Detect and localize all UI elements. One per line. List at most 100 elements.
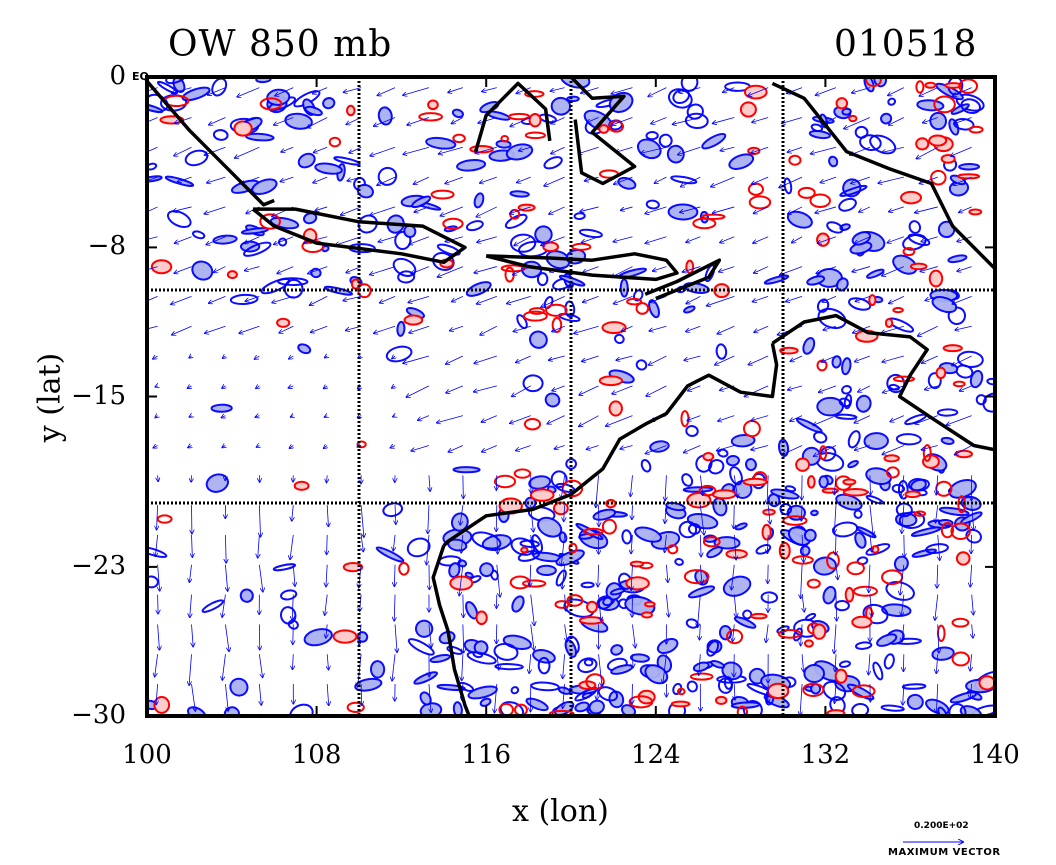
negative-contour — [465, 281, 492, 297]
negative-contour — [910, 526, 942, 537]
wind-vector — [816, 87, 837, 96]
wind-vector — [155, 386, 157, 387]
negative-contour — [828, 155, 839, 168]
wind-vector — [517, 176, 531, 182]
wind-vector — [549, 206, 565, 214]
wind-vector — [870, 534, 872, 552]
wind-vector — [512, 385, 531, 397]
wind-vector — [612, 385, 633, 394]
coastline — [147, 80, 275, 207]
wind-vector — [646, 385, 667, 396]
negative-contour — [543, 156, 563, 170]
positive-contour — [842, 478, 857, 486]
wind-vector — [392, 386, 395, 388]
wind-vector — [171, 296, 192, 304]
negative-contour — [687, 585, 716, 599]
wind-vector — [346, 266, 362, 273]
negative-contour — [280, 606, 297, 625]
wind-vector — [620, 445, 633, 448]
wind-vector — [686, 236, 701, 243]
wind-vector — [686, 296, 701, 303]
positive-contour — [398, 561, 410, 576]
wind-vector — [718, 415, 735, 421]
positive-contour — [935, 480, 953, 497]
wind-vector — [311, 325, 328, 332]
wind-vector — [654, 176, 667, 183]
negative-contour — [629, 653, 650, 663]
wind-vector — [936, 505, 938, 522]
wind-vector — [173, 206, 192, 211]
positive-contour — [952, 380, 966, 388]
negative-contour — [519, 539, 540, 548]
negative-contour — [536, 272, 549, 287]
positive-contour — [743, 419, 761, 438]
wind-vector — [632, 684, 633, 704]
wind-vector — [147, 266, 158, 271]
x-tick-label: 132 — [800, 740, 851, 770]
positive-contour — [551, 317, 563, 333]
wind-vector — [679, 87, 701, 93]
negative-contour — [822, 585, 837, 605]
negative-contour — [147, 102, 164, 114]
wind-vector — [480, 176, 497, 183]
positive-contour — [835, 97, 849, 110]
positive-contour — [345, 104, 356, 117]
negative-contour — [713, 536, 741, 550]
wind-vector — [519, 146, 531, 151]
wind-vector — [925, 385, 938, 390]
wind-vector — [374, 325, 396, 333]
positive-contour — [276, 317, 291, 328]
wind-vector — [869, 713, 871, 716]
positive-contour — [915, 137, 930, 151]
negative-contour — [558, 531, 568, 544]
wind-vector — [552, 385, 565, 391]
negative-contour — [708, 459, 725, 475]
x-axis-label: x (lon) — [512, 794, 609, 829]
wind-vector — [549, 355, 565, 360]
wind-vector — [222, 594, 226, 617]
wind-vector — [666, 594, 668, 617]
wind-vector — [189, 356, 191, 358]
wind-vector — [734, 684, 735, 700]
wind-vector — [869, 564, 870, 592]
wind-vector — [733, 475, 737, 497]
positive-contour — [725, 549, 748, 560]
negative-contour — [678, 520, 698, 539]
positive-contour — [554, 600, 570, 609]
negative-contour — [701, 132, 727, 150]
wind-vector — [700, 534, 701, 557]
wind-vector — [818, 236, 837, 244]
negative-contour — [578, 228, 603, 239]
negative-contour — [692, 661, 710, 673]
wind-vector — [782, 117, 803, 123]
wind-vector — [482, 445, 497, 451]
positive-contour — [523, 417, 542, 431]
wind-vector — [970, 564, 971, 587]
wind-vector — [844, 117, 871, 128]
negative-contour — [760, 591, 779, 604]
wind-vector — [938, 534, 940, 560]
wind-vector — [341, 206, 362, 215]
wind-vector — [275, 87, 294, 96]
negative-contour — [729, 466, 743, 486]
wind-vector — [869, 505, 873, 535]
negative-contour — [859, 134, 882, 152]
negative-contour — [277, 237, 288, 247]
wind-vector — [188, 445, 192, 447]
positive-contour — [714, 695, 728, 705]
wind-vector — [953, 87, 972, 96]
negative-contour — [880, 704, 905, 712]
wind-vector — [476, 206, 497, 217]
positive-contour — [520, 546, 529, 554]
positive-contour — [156, 514, 173, 524]
wind-vector — [801, 624, 803, 645]
wind-vector — [583, 296, 599, 302]
wind-vector — [326, 564, 327, 587]
negative-contour — [322, 97, 336, 110]
wind-vector — [408, 296, 430, 302]
wind-vector — [225, 534, 226, 563]
wind-vector — [225, 684, 228, 711]
wind-vector — [403, 87, 430, 96]
negative-contour — [466, 651, 497, 665]
positive-contour — [936, 624, 946, 643]
